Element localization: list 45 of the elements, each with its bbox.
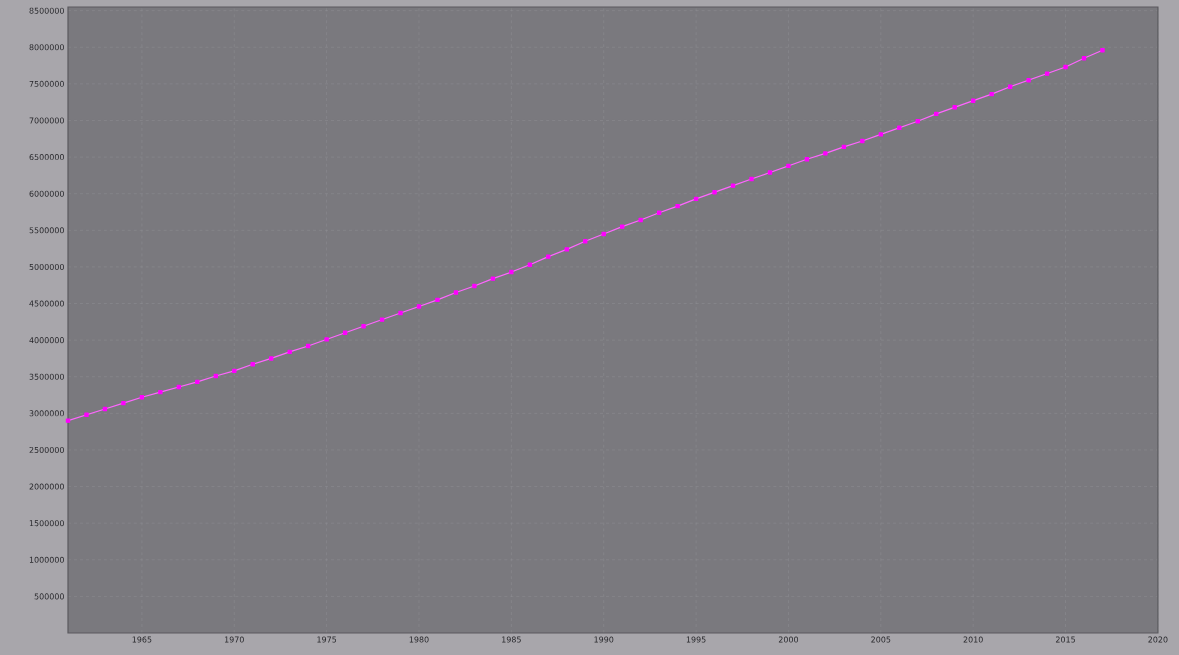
point [989, 91, 994, 97]
point [897, 125, 902, 130]
point [564, 247, 569, 252]
point [435, 297, 440, 303]
point [878, 132, 884, 137]
point [952, 105, 957, 110]
point [804, 157, 810, 162]
point [361, 324, 366, 329]
point [84, 412, 89, 418]
point [860, 138, 865, 144]
point [583, 239, 588, 244]
point [250, 362, 255, 367]
point [546, 254, 551, 259]
point [1063, 64, 1068, 70]
point [1044, 71, 1050, 76]
point [656, 210, 662, 215]
point [786, 163, 791, 169]
point [287, 349, 292, 355]
point [472, 283, 477, 289]
point [1026, 78, 1031, 83]
point [1100, 48, 1105, 53]
point [453, 290, 459, 295]
point [712, 190, 717, 195]
point [601, 231, 606, 237]
point [490, 276, 496, 281]
point [527, 262, 533, 267]
point [619, 224, 625, 229]
point [158, 389, 163, 395]
point [970, 98, 976, 103]
point [509, 269, 514, 275]
point [675, 203, 680, 209]
point [379, 317, 385, 322]
point [65, 418, 71, 423]
point [823, 151, 828, 156]
point [269, 356, 274, 361]
point [121, 400, 126, 406]
point [416, 304, 422, 309]
point [730, 183, 736, 188]
point [324, 337, 329, 342]
point [232, 368, 237, 374]
point [638, 217, 643, 223]
point [749, 176, 754, 182]
point [195, 379, 200, 385]
point [398, 310, 403, 316]
point [767, 170, 773, 175]
